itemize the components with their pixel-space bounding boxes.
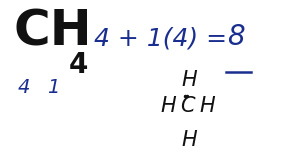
Text: CH: CH	[13, 7, 92, 55]
Text: H: H	[181, 70, 197, 90]
Text: 1: 1	[47, 78, 60, 97]
Text: H: H	[160, 96, 176, 116]
Text: 4: 4	[18, 78, 30, 97]
Text: 4 + 1(4) =: 4 + 1(4) =	[94, 26, 227, 50]
Text: 4: 4	[68, 51, 88, 79]
Text: 8: 8	[227, 23, 245, 51]
Text: H: H	[181, 130, 197, 150]
Text: H: H	[199, 96, 215, 116]
Text: C: C	[180, 96, 194, 116]
